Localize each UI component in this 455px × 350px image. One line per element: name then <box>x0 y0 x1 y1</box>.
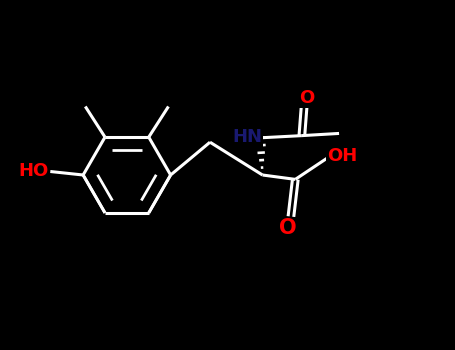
Text: O: O <box>298 89 314 106</box>
Text: HN: HN <box>232 127 262 146</box>
Text: OH: OH <box>327 147 357 165</box>
Text: HO: HO <box>19 162 49 181</box>
Text: O: O <box>278 218 296 238</box>
